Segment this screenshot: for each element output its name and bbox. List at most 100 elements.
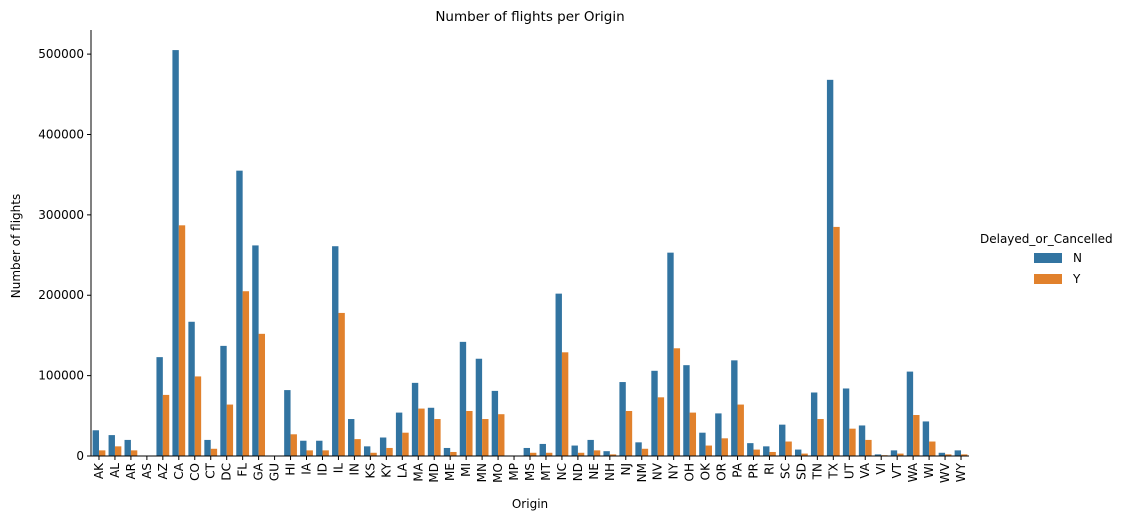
- bar-N-MO: [491, 390, 499, 456]
- x-tick-label-MP: MP: [507, 463, 521, 481]
- x-tick-label-AZ: AZ: [156, 463, 170, 479]
- bar-N-NC: [555, 293, 562, 456]
- bar-N-SC: [779, 424, 786, 456]
- bar-Y-WI: [929, 441, 936, 456]
- bar-Y-KY: [386, 447, 393, 456]
- bar-Y-FL: [242, 291, 250, 456]
- bar-Y-OK: [705, 445, 712, 456]
- bar-Y-TX: [833, 226, 840, 456]
- x-tick-label-AS: AS: [140, 463, 154, 479]
- x-tick-label-OK: OK: [699, 462, 713, 480]
- x-tick-label-VA: VA: [858, 462, 872, 478]
- x-tick-label-UT: UT: [842, 462, 856, 479]
- bar-N-AK: [92, 430, 99, 456]
- bar-N-AR: [124, 439, 131, 456]
- bar-Y-MN: [482, 419, 489, 456]
- bar-N-MN: [475, 358, 483, 456]
- bar-N-LA: [395, 412, 403, 456]
- bar-N-OK: [699, 432, 706, 456]
- legend-swatch-N: [1034, 253, 1062, 263]
- y-tick-label: 100000: [38, 369, 84, 383]
- bar-N-NJ: [619, 382, 626, 456]
- bar-Y-CA: [178, 225, 186, 456]
- legend-label-Y: Y: [1072, 272, 1081, 286]
- bar-Y-AK: [98, 450, 106, 456]
- bar-N-HI: [284, 390, 291, 456]
- bar-N-NV: [651, 370, 658, 456]
- x-tick-label-MO: MO: [491, 463, 505, 483]
- bar-Y-SC: [785, 441, 792, 456]
- bar-N-CO: [188, 321, 195, 456]
- bar-N-WV: [938, 452, 946, 456]
- bar-N-DC: [220, 345, 227, 456]
- bar-Y-GA: [258, 333, 266, 456]
- bar-Y-OH: [689, 412, 697, 456]
- bar-N-RI: [763, 446, 770, 456]
- bar-N-IA: [300, 440, 307, 456]
- bar-N-FL: [236, 170, 243, 456]
- x-tick-label-NM: NM: [635, 463, 649, 482]
- bar-Y-AL: [114, 446, 122, 456]
- bar-N-OH: [683, 365, 690, 456]
- bar-N-NY: [667, 252, 674, 456]
- x-tick-label-MT: MT: [539, 462, 553, 480]
- bar-N-CA: [172, 50, 179, 457]
- bar-Y-MD: [434, 419, 441, 456]
- bar-Y-DC: [226, 404, 234, 456]
- x-tick-label-IN: IN: [347, 463, 361, 476]
- x-tick-label-IA: IA: [300, 462, 314, 475]
- x-tick-label-FL: FL: [236, 463, 250, 477]
- x-tick-label-MN: MN: [475, 463, 489, 482]
- bar-Y-NM: [641, 448, 649, 456]
- bar-N-WI: [922, 421, 930, 456]
- bar-N-TX: [826, 79, 834, 456]
- x-tick-label-LA: LA: [395, 462, 409, 478]
- x-tick-label-NV: NV: [651, 462, 665, 480]
- bar-Y-WA: [913, 415, 920, 456]
- x-tick-label-CA: CA: [172, 462, 186, 479]
- bar-Y-MS: [530, 452, 537, 456]
- y-tick-label: 200000: [38, 288, 84, 302]
- bar-Y-ME: [450, 451, 457, 456]
- bar-N-WA: [906, 371, 914, 456]
- bar-Y-TN: [817, 419, 824, 456]
- x-tick-label-AL: AL: [108, 463, 122, 478]
- bar-N-VA: [858, 425, 866, 456]
- bar-Y-NY: [673, 348, 681, 456]
- x-tick-label-NH: NH: [603, 463, 617, 481]
- bar-N-VI: [874, 454, 882, 456]
- bar-Y-SD: [801, 453, 808, 456]
- bar-Y-ND: [577, 452, 585, 456]
- bar-Y-LA: [402, 432, 409, 456]
- bar-N-NE: [587, 439, 594, 456]
- y-axis: 0 100000 200000 300000 400000 500000: [38, 30, 92, 463]
- bar-N-MA: [411, 382, 419, 456]
- bar-Y-CT: [210, 448, 218, 456]
- bar-Y-IN: [354, 439, 361, 456]
- x-tick-label-OH: OH: [683, 463, 697, 481]
- bar-N-MI: [459, 341, 467, 456]
- bar-Y-KS: [370, 452, 377, 456]
- y-tick-label: 0: [76, 449, 84, 463]
- bar-N-OR: [715, 413, 722, 456]
- x-tick-label-NC: NC: [555, 463, 569, 480]
- x-tick-label-VI: VI: [874, 463, 888, 475]
- x-tick-label-GU: GU: [268, 463, 282, 481]
- x-tick-label-TN: TN: [810, 463, 824, 480]
- x-tick-label-CT: CT: [204, 462, 218, 478]
- bar-N-ND: [571, 445, 578, 456]
- bar-N-MS: [523, 447, 530, 456]
- x-tick-label-SC: SC: [778, 463, 792, 479]
- x-tick-label-MD: MD: [427, 463, 441, 483]
- x-tick-label-AK: AK: [92, 462, 106, 479]
- y-tick-label: 400000: [38, 127, 84, 141]
- y-axis-label: Number of flights: [9, 194, 23, 298]
- bar-N-UT: [842, 388, 850, 456]
- x-tick-label-MS: MS: [523, 463, 537, 481]
- bar-Y-OR: [721, 438, 728, 456]
- bar-Y-WY: [961, 454, 968, 456]
- bar-N-ME: [443, 447, 451, 456]
- x-tick-label-ND: ND: [571, 463, 585, 481]
- bar-N-AL: [108, 435, 115, 456]
